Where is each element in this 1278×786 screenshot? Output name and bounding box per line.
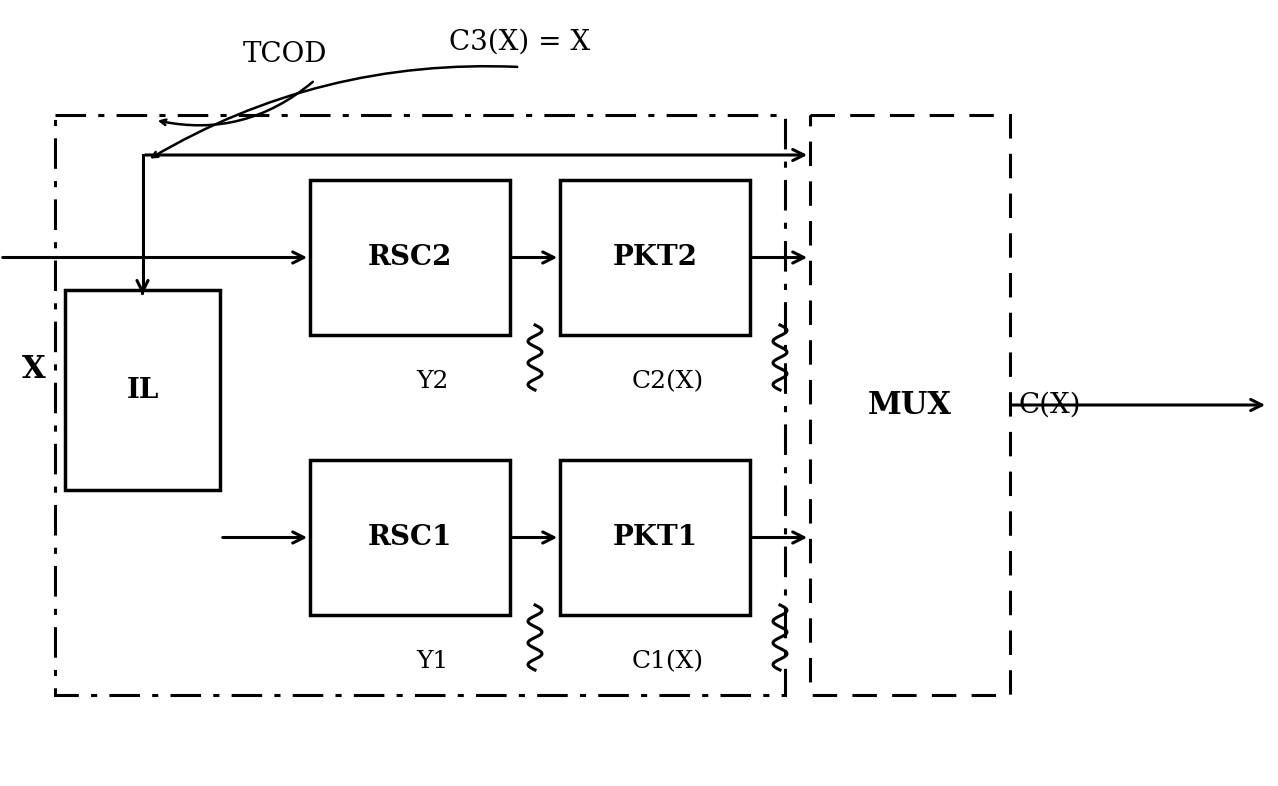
Bar [311,460,510,615]
Text: C3(X) = X: C3(X) = X [450,28,590,56]
Bar [311,180,510,335]
Text: RSC1: RSC1 [368,524,452,551]
Bar [810,115,1010,695]
Text: MUX: MUX [868,390,952,421]
Text: C2(X): C2(X) [631,370,704,393]
Bar [560,460,750,615]
Text: IL: IL [127,376,158,403]
Text: RSC2: RSC2 [368,244,452,271]
Bar [55,115,785,695]
Text: Y2: Y2 [415,370,449,393]
Text: C1(X): C1(X) [631,650,704,673]
Text: PKT1: PKT1 [612,524,698,551]
Text: X: X [22,354,46,385]
Text: Y1: Y1 [415,650,449,673]
Text: C(X): C(X) [1019,391,1081,418]
Bar [560,180,750,335]
Bar [65,290,220,490]
Text: PKT2: PKT2 [612,244,698,271]
Text: TCOD: TCOD [243,42,327,68]
